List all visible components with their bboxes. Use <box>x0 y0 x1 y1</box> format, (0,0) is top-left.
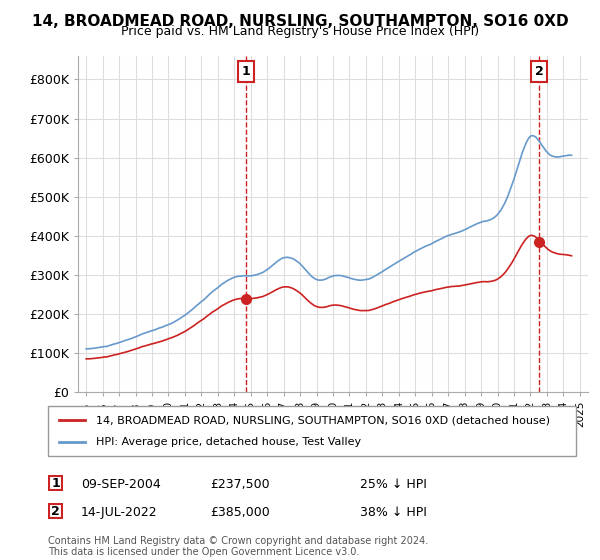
Text: 1: 1 <box>242 65 250 78</box>
Text: 1: 1 <box>51 477 60 490</box>
Text: 14, BROADMEAD ROAD, NURSLING, SOUTHAMPTON, SO16 0XD (detached house): 14, BROADMEAD ROAD, NURSLING, SOUTHAMPTO… <box>95 415 550 425</box>
Text: HPI: Average price, detached house, Test Valley: HPI: Average price, detached house, Test… <box>95 437 361 447</box>
Text: 38% ↓ HPI: 38% ↓ HPI <box>360 506 427 519</box>
FancyBboxPatch shape <box>49 504 62 519</box>
Text: 09-SEP-2004: 09-SEP-2004 <box>81 478 161 491</box>
Text: Contains HM Land Registry data © Crown copyright and database right 2024.
This d: Contains HM Land Registry data © Crown c… <box>48 535 428 557</box>
Text: 2: 2 <box>535 65 544 78</box>
Text: £385,000: £385,000 <box>210 506 270 519</box>
Text: 14, BROADMEAD ROAD, NURSLING, SOUTHAMPTON, SO16 0XD: 14, BROADMEAD ROAD, NURSLING, SOUTHAMPTO… <box>32 14 568 29</box>
FancyBboxPatch shape <box>49 476 62 491</box>
FancyBboxPatch shape <box>48 406 576 456</box>
Text: 2: 2 <box>51 505 60 518</box>
Text: 14-JUL-2022: 14-JUL-2022 <box>81 506 158 519</box>
Text: Price paid vs. HM Land Registry's House Price Index (HPI): Price paid vs. HM Land Registry's House … <box>121 25 479 38</box>
Text: 25% ↓ HPI: 25% ↓ HPI <box>360 478 427 491</box>
Text: £237,500: £237,500 <box>210 478 269 491</box>
